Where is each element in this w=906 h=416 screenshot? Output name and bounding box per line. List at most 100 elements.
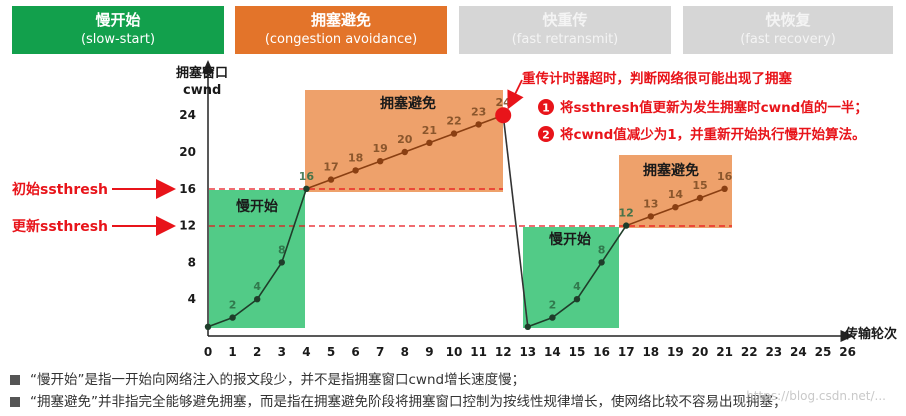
phase-tab-fast-retransmit: 快重传 (fast retransmit) bbox=[459, 6, 671, 54]
watermark: https://blog.csdn.net/... bbox=[746, 389, 886, 403]
notes: “慢开始”是指一开始向网络注入的报文段少，并不是指拥塞窗口cwnd增长速度慢； … bbox=[10, 369, 900, 413]
data-point-label: 12 bbox=[619, 207, 634, 220]
data-point bbox=[647, 213, 654, 220]
x-tick-label: 18 bbox=[642, 345, 659, 359]
series-segment bbox=[675, 197, 701, 208]
data-point-label: 18 bbox=[348, 151, 363, 164]
x-ticks: 0 1 2 3 4 5 6 7 8 9 10 11 12 13 14 15 16 17 18 19 20 21 22 23 24… bbox=[204, 345, 856, 359]
data-point-label: 13 bbox=[643, 197, 658, 210]
x-tick-label: 16 bbox=[593, 345, 610, 359]
data-point-label: 21 bbox=[422, 124, 437, 137]
annotation-item-2-badge bbox=[538, 126, 554, 142]
annotation-title: 重传计时器超时，判断网络很可能出现了拥塞 bbox=[522, 70, 792, 87]
phase-tab-congestion-avoidance: 拥塞避免 (congestion avoidance) bbox=[235, 6, 447, 54]
region-label-congestion-2: 拥塞避免 bbox=[643, 162, 699, 179]
data-point-label: 2 bbox=[229, 299, 237, 312]
data-point bbox=[450, 130, 458, 137]
x-tick-label: 26 bbox=[839, 345, 856, 359]
timeout-callout-arrow bbox=[507, 79, 524, 110]
initial-ssthresh-label: 初始ssthresh bbox=[12, 181, 108, 198]
data-point bbox=[573, 296, 581, 303]
y-tick-label: 24 bbox=[179, 108, 196, 122]
x-tick-label: 9 bbox=[425, 345, 433, 359]
series-segment bbox=[404, 142, 430, 153]
data-point-label: 8 bbox=[598, 243, 606, 256]
data-point-label: 20 bbox=[397, 133, 413, 146]
x-tick-label: 2 bbox=[253, 345, 261, 359]
annotation-item-2-num: 2 bbox=[542, 129, 550, 142]
y-tick-label: 16 bbox=[179, 182, 196, 196]
series-segment bbox=[502, 115, 529, 327]
data-point-label: 19 bbox=[373, 142, 388, 155]
series-segment bbox=[207, 316, 233, 328]
series-segment bbox=[256, 261, 283, 300]
x-tick-label: 14 bbox=[544, 345, 561, 359]
annotation-item-2-text: 将cwnd值减少为1，并重新开始执行慢开始算法。 bbox=[560, 126, 866, 143]
data-point-label: 16 bbox=[299, 170, 315, 183]
phase-title: 拥塞避免 bbox=[310, 11, 371, 29]
series-segment bbox=[355, 160, 381, 172]
data-point bbox=[475, 121, 482, 128]
data-point bbox=[204, 323, 212, 330]
note-text: “拥塞避免”并非指完全能够避免拥塞，而是指在拥塞避免阶段将拥塞窗口控制为按线性规… bbox=[30, 394, 787, 410]
data-point-label: 4 bbox=[253, 280, 261, 293]
region-congestion-avoidance-1 bbox=[305, 90, 503, 192]
x-tick-label: 4 bbox=[302, 345, 310, 359]
region-slow-start-1 bbox=[209, 190, 305, 328]
series-segment bbox=[600, 225, 627, 263]
region-label-slow-start-2: 慢开始 bbox=[549, 231, 591, 248]
data-point bbox=[254, 296, 261, 303]
phase-tab-fast-recovery: 快恢复 (fast recovery) bbox=[683, 6, 893, 54]
series-segment bbox=[232, 298, 258, 319]
data-point bbox=[426, 139, 433, 146]
x-tick-label: 20 bbox=[692, 345, 709, 359]
cwnd-chart: 慢开始 拥塞避免 慢开始 拥塞避免 初始ssthresh 更新ssthresh … bbox=[12, 60, 897, 359]
x-tick-label: 6 bbox=[351, 345, 359, 359]
data-point-label: 24 bbox=[496, 96, 512, 109]
data-point bbox=[303, 185, 310, 192]
series-segment bbox=[625, 215, 652, 227]
annotation-item-1-num: 1 bbox=[542, 102, 550, 115]
series-segment bbox=[576, 261, 603, 300]
region-slow-start-2 bbox=[523, 227, 619, 328]
x-tick-label: 22 bbox=[741, 345, 758, 359]
data-point bbox=[327, 176, 335, 183]
phase-subtitle: (fast retransmit) bbox=[511, 32, 619, 47]
note-2: “拥塞避免”并非指完全能够避免拥塞，而是指在拥塞避免阶段将拥塞窗口控制为按线性规… bbox=[10, 391, 900, 413]
x-tick-label: 5 bbox=[327, 345, 335, 359]
data-point bbox=[721, 185, 728, 192]
x-tick-label: 13 bbox=[519, 345, 536, 359]
region-label-slow-start-1: 慢开始 bbox=[236, 198, 278, 215]
y-tick-label: 4 bbox=[188, 292, 196, 306]
x-tick-label: 11 bbox=[470, 345, 487, 359]
data-point-label: 15 bbox=[692, 179, 707, 192]
x-tick-label: 1 bbox=[228, 345, 236, 359]
series-segment bbox=[527, 316, 553, 328]
y-tick-label: 12 bbox=[179, 219, 196, 233]
series-segment bbox=[379, 151, 406, 162]
data-point bbox=[696, 194, 704, 202]
data-point bbox=[229, 314, 236, 321]
data-point-label: 14 bbox=[668, 188, 684, 201]
annotation-item-1-badge bbox=[538, 99, 554, 115]
phase-tab-slow-start: 慢开始 (slow-start) bbox=[12, 6, 224, 54]
annotation-item-1-text: 将ssthresh值更新为发生拥塞时cwnd值的一半； bbox=[560, 99, 868, 116]
series-segment bbox=[281, 188, 308, 263]
data-point-label: 17 bbox=[323, 161, 338, 174]
region-label-congestion-1: 拥塞避免 bbox=[380, 95, 436, 112]
data-point bbox=[401, 148, 408, 156]
data-point-label: 23 bbox=[471, 105, 486, 118]
x-tick-label: 8 bbox=[401, 345, 409, 359]
series-segment bbox=[650, 206, 676, 218]
note-1: “慢开始”是指一开始向网络注入的报文段少，并不是指拥塞窗口cwnd增长速度慢； bbox=[10, 369, 900, 391]
x-tick-label: 10 bbox=[446, 345, 463, 359]
x-tick-label: 3 bbox=[278, 345, 286, 359]
x-tick-label: 24 bbox=[790, 345, 807, 359]
x-tick-label: 12 bbox=[495, 345, 512, 359]
data-point bbox=[623, 222, 630, 229]
series-segment bbox=[429, 132, 455, 144]
phase-title: 快重传 bbox=[542, 11, 588, 29]
x-tick-label: 21 bbox=[716, 345, 733, 359]
phase-title: 快恢复 bbox=[765, 11, 811, 29]
